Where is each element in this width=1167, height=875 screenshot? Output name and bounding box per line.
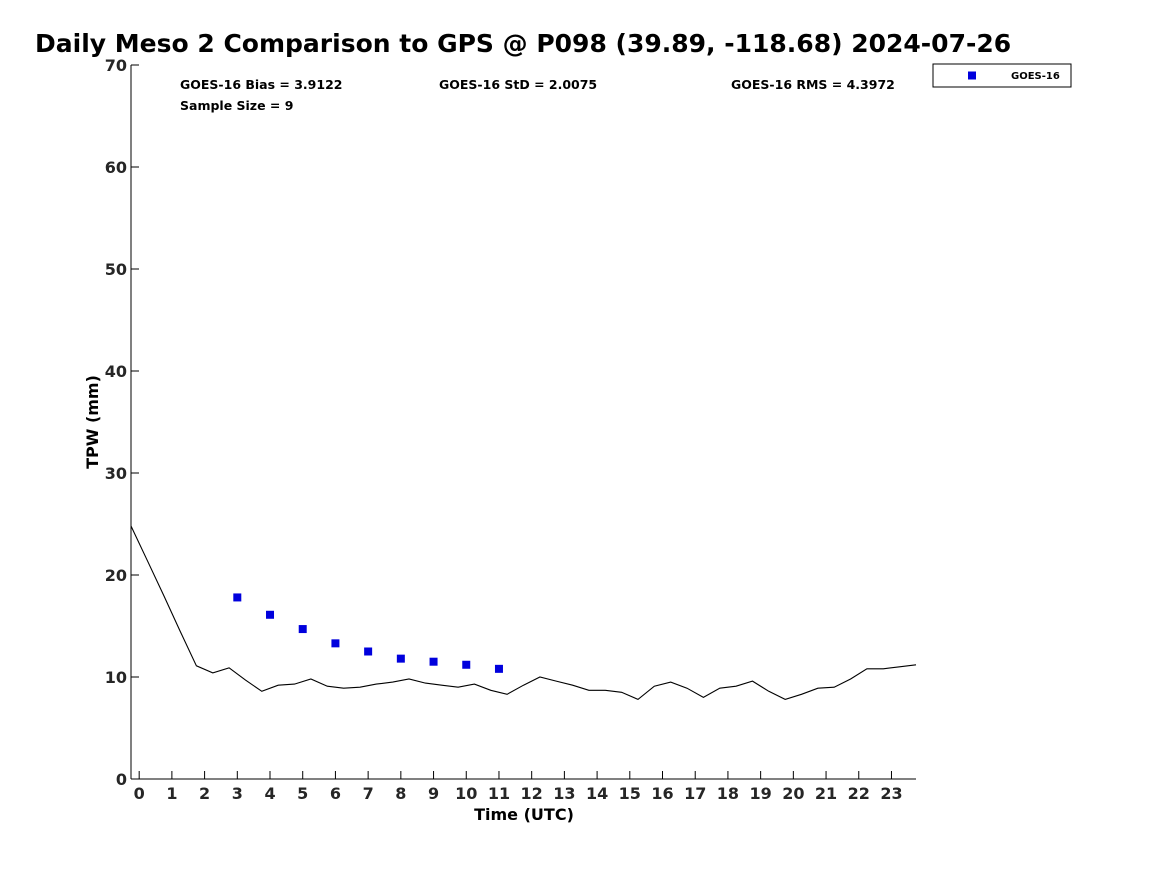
x-tick-label: 17 [684, 784, 706, 803]
x-tick-label: 10 [455, 784, 477, 803]
goes16-point [298, 625, 307, 634]
x-tick-label: 3 [232, 784, 243, 803]
x-tick-label: 12 [521, 784, 543, 803]
x-tick-label: 7 [363, 784, 374, 803]
x-tick-label: 8 [395, 784, 406, 803]
x-tick-label: 5 [297, 784, 308, 803]
chart-title: Daily Meso 2 Comparison to GPS @ P098 (3… [35, 29, 1011, 58]
goes16-point [331, 639, 340, 648]
x-tick-label: 18 [717, 784, 739, 803]
x-tick-label: 15 [619, 784, 641, 803]
y-axis-label: TPW (mm) [83, 375, 102, 469]
goes16-point [364, 647, 373, 656]
stat-std: GOES-16 StD = 2.0075 [439, 77, 597, 92]
y-tick-label: 40 [105, 362, 127, 381]
gps-series-line [130, 525, 917, 701]
x-axis-label: Time (UTC) [474, 805, 574, 824]
x-tick-label: 20 [782, 784, 804, 803]
axes [130, 65, 916, 780]
x-tick-label: 14 [586, 784, 608, 803]
x-tick-label: 23 [880, 784, 902, 803]
legend-label-goes16: GOES-16 [1011, 71, 1060, 82]
legend: GOES-16 [932, 63, 1072, 88]
y-tick-label: 10 [105, 668, 127, 687]
x-tick-label: 6 [330, 784, 341, 803]
stat-rms: GOES-16 RMS = 4.3972 [731, 77, 895, 92]
goes16-point [429, 657, 438, 666]
goes16-point [233, 593, 242, 602]
goes16-points [233, 593, 503, 673]
x-tick-label: 11 [488, 784, 510, 803]
y-tick-label: 0 [116, 770, 127, 789]
x-tick-label: 13 [553, 784, 575, 803]
goes16-point [494, 664, 503, 673]
x-tick-label: 0 [134, 784, 145, 803]
stat-sample-size: Sample Size = 9 [180, 98, 293, 113]
x-tick-label: 22 [848, 784, 870, 803]
legend-marker-goes16 [968, 71, 976, 80]
x-tick-label: 21 [815, 784, 837, 803]
x-tick-label: 9 [428, 784, 439, 803]
y-tick-label: 20 [105, 566, 127, 585]
x-tick-label: 19 [750, 784, 772, 803]
y-tick-label: 50 [105, 260, 127, 279]
x-tick-label: 16 [651, 784, 673, 803]
legend-box [932, 63, 1072, 88]
y-tick-label: 70 [105, 56, 127, 75]
y-axis-ticks: 0 10 20 30 40 50 60 70 [105, 56, 139, 789]
x-tick-label: 1 [166, 784, 177, 803]
goes16-point [266, 610, 275, 619]
goes16-point [462, 660, 471, 669]
x-axis-ticks: 0 1 2 3 4 5 6 7 8 9 10 11 12 13 14 15 16 17 18 19 20 21 22 23 [134, 771, 903, 803]
y-tick-label: 30 [105, 464, 127, 483]
x-tick-label: 4 [264, 784, 275, 803]
goes16-point [396, 654, 405, 663]
stat-bias: GOES-16 Bias = 3.9122 [180, 77, 342, 92]
x-tick-label: 2 [199, 784, 210, 803]
y-tick-label: 60 [105, 158, 127, 177]
